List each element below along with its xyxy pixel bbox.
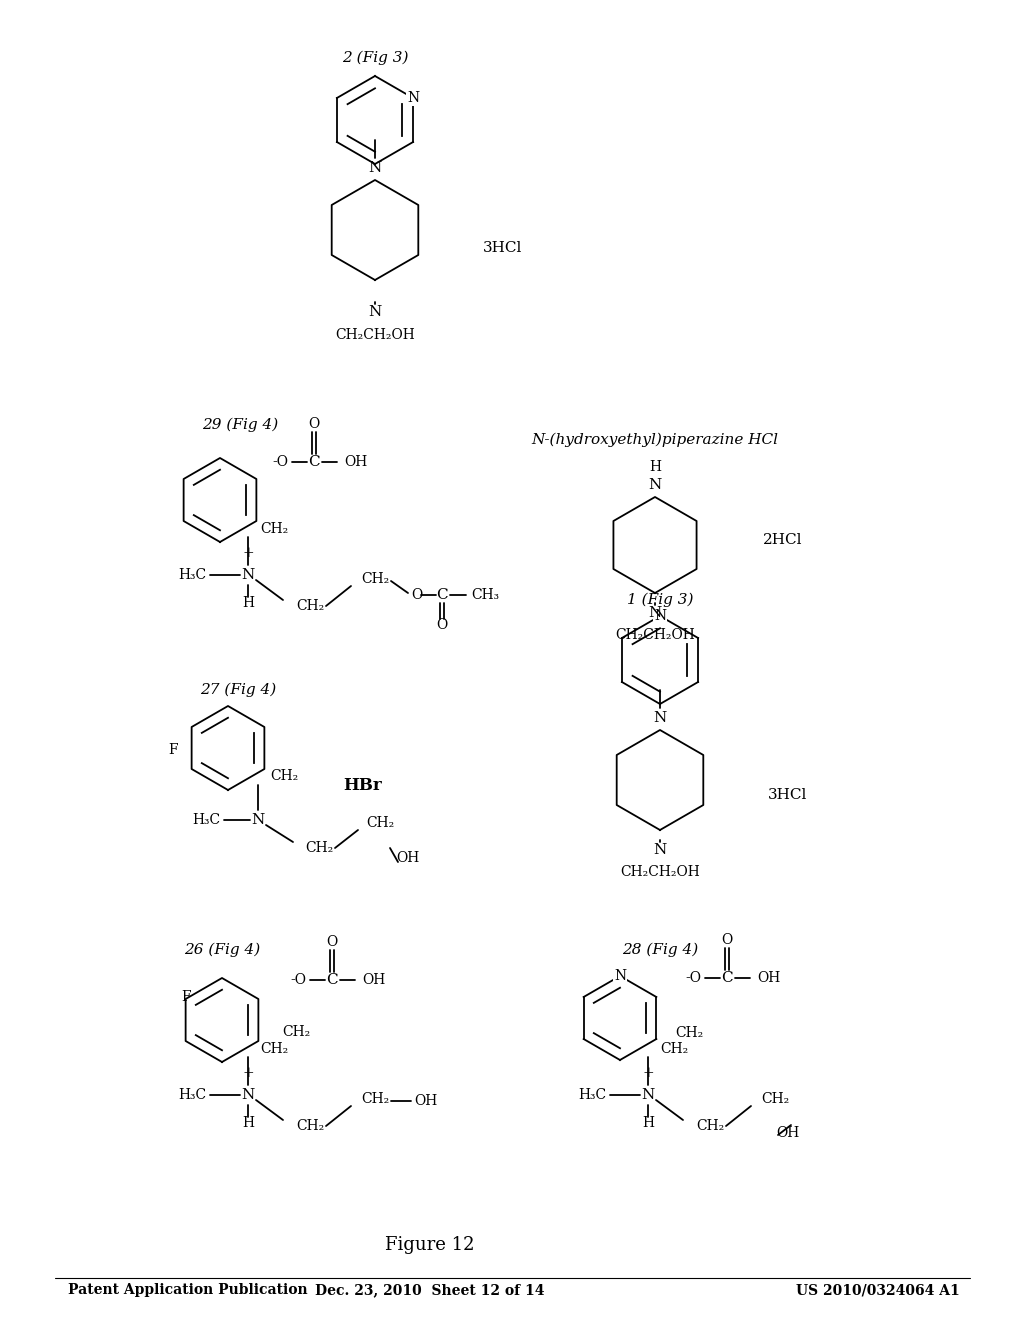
Text: CH₂: CH₂ xyxy=(696,1119,724,1133)
Text: CH₂CH₂OH: CH₂CH₂OH xyxy=(335,327,415,342)
Text: H: H xyxy=(642,1115,654,1130)
Text: 29 (Fig 4): 29 (Fig 4) xyxy=(202,418,279,432)
Text: CH₂: CH₂ xyxy=(282,1026,310,1039)
Text: O: O xyxy=(721,933,732,946)
Text: CH₂CH₂OH: CH₂CH₂OH xyxy=(621,865,699,879)
Text: H₃C: H₃C xyxy=(178,1088,206,1102)
Text: 28 (Fig 4): 28 (Fig 4) xyxy=(622,942,698,957)
Text: 1 (Fig 3): 1 (Fig 3) xyxy=(627,593,693,607)
Text: OH: OH xyxy=(344,455,368,469)
Text: 2HCl: 2HCl xyxy=(763,533,803,546)
Text: C: C xyxy=(436,587,447,602)
Text: Patent Application Publication: Patent Application Publication xyxy=(68,1283,307,1298)
Text: +: + xyxy=(243,546,254,560)
Text: CH₂: CH₂ xyxy=(296,599,325,612)
Text: C: C xyxy=(327,973,338,987)
Text: -O: -O xyxy=(272,455,288,469)
Text: N: N xyxy=(369,305,382,319)
Text: N: N xyxy=(648,478,662,492)
Text: N: N xyxy=(242,568,255,582)
Text: N: N xyxy=(614,969,626,983)
Text: +: + xyxy=(243,1067,254,1080)
Text: H: H xyxy=(242,1115,254,1130)
Text: CH₂: CH₂ xyxy=(296,1119,325,1133)
Text: CH₂: CH₂ xyxy=(675,1026,703,1040)
Text: 26 (Fig 4): 26 (Fig 4) xyxy=(184,942,260,957)
Text: N: N xyxy=(653,711,667,725)
Text: 3HCl: 3HCl xyxy=(483,242,522,255)
Text: N: N xyxy=(369,161,382,176)
Text: N: N xyxy=(653,843,667,857)
Text: H₃C: H₃C xyxy=(178,568,206,582)
Text: N: N xyxy=(648,606,662,620)
Text: CH₂: CH₂ xyxy=(366,816,394,830)
Text: CH₂: CH₂ xyxy=(660,1041,688,1056)
Text: CH₂: CH₂ xyxy=(761,1092,790,1106)
Text: OH: OH xyxy=(396,851,419,865)
Text: HBr: HBr xyxy=(344,776,382,793)
Text: F: F xyxy=(181,990,190,1005)
Text: H₃C: H₃C xyxy=(191,813,220,828)
Text: H₃C: H₃C xyxy=(578,1088,606,1102)
Text: N: N xyxy=(251,813,264,828)
Text: CH₂: CH₂ xyxy=(361,1092,389,1106)
Text: CH₂: CH₂ xyxy=(305,841,333,855)
Text: +: + xyxy=(642,1067,653,1080)
Text: C: C xyxy=(308,455,319,469)
Text: O: O xyxy=(436,618,447,632)
Text: -O: -O xyxy=(685,972,701,985)
Text: 3HCl: 3HCl xyxy=(768,788,807,803)
Text: N: N xyxy=(641,1088,654,1102)
Text: OH: OH xyxy=(757,972,780,985)
Text: CH₂: CH₂ xyxy=(260,521,288,536)
Text: O: O xyxy=(327,935,338,949)
Text: H: H xyxy=(649,459,662,474)
Text: O: O xyxy=(411,587,422,602)
Text: N: N xyxy=(654,609,666,623)
Text: OH: OH xyxy=(362,973,385,987)
Text: C: C xyxy=(721,972,733,985)
Text: N: N xyxy=(408,91,419,106)
Text: Dec. 23, 2010  Sheet 12 of 14: Dec. 23, 2010 Sheet 12 of 14 xyxy=(315,1283,545,1298)
Text: H: H xyxy=(242,597,254,610)
Text: CH₂: CH₂ xyxy=(361,572,389,586)
Text: 2 (Fig 3): 2 (Fig 3) xyxy=(342,50,409,65)
Text: OH: OH xyxy=(776,1126,800,1140)
Text: CH₂CH₂OH: CH₂CH₂OH xyxy=(615,628,695,642)
Text: Figure 12: Figure 12 xyxy=(385,1236,475,1254)
Text: F: F xyxy=(168,743,178,756)
Text: CH₃: CH₃ xyxy=(471,587,499,602)
Text: 27 (Fig 4): 27 (Fig 4) xyxy=(200,682,276,697)
Text: O: O xyxy=(308,417,319,432)
Text: N-(hydroxyethyl)piperazine HCl: N-(hydroxyethyl)piperazine HCl xyxy=(531,433,778,447)
Text: US 2010/0324064 A1: US 2010/0324064 A1 xyxy=(797,1283,961,1298)
Text: CH₂: CH₂ xyxy=(260,1041,288,1056)
Text: OH: OH xyxy=(414,1094,437,1107)
Text: CH₂: CH₂ xyxy=(270,770,298,783)
Text: -O: -O xyxy=(290,973,306,987)
Text: N: N xyxy=(242,1088,255,1102)
